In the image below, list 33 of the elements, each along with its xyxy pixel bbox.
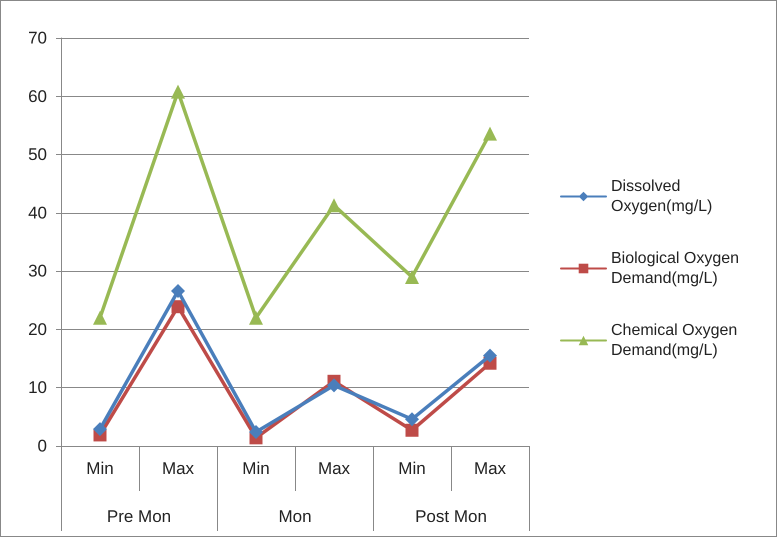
point [327,198,341,212]
y-tick-label: 50 [28,145,47,164]
x-tick-label: Min [86,459,114,478]
legend-label: Biological Oxygen Demand(mg/L) [611,250,744,287]
y-tick-label: 20 [28,320,47,339]
x-tick-label: Max [318,459,351,478]
point [483,348,497,363]
point [249,310,263,325]
x-tick-label: Max [162,459,195,478]
point [327,378,341,392]
x-tick-label: Max [474,459,507,478]
y-tick-label: 30 [28,262,47,281]
legend-label: Dissolved Oxygen(mg/L) [611,178,712,215]
point [171,284,185,298]
point [171,84,185,99]
x-tick-label: Min [242,459,270,478]
point [249,425,263,440]
y-tick-label: 10 [28,378,47,398]
legend-label: Chemical Oxygen Demand(mg/L) [611,322,742,359]
point [405,412,419,426]
point [406,424,418,437]
point [483,126,497,141]
y-tick-label: 60 [28,86,47,106]
y-tick-label: 70 [28,28,47,48]
text: Mon [278,507,312,526]
y-tick-label: 40 [28,203,47,222]
point [93,310,107,325]
text: Pre Mon [106,507,172,526]
x-tick-label: Min [398,459,426,478]
point [93,422,107,436]
text: Post Mon [415,507,487,526]
point [405,270,419,284]
y-tick-label: 0 [38,436,47,456]
